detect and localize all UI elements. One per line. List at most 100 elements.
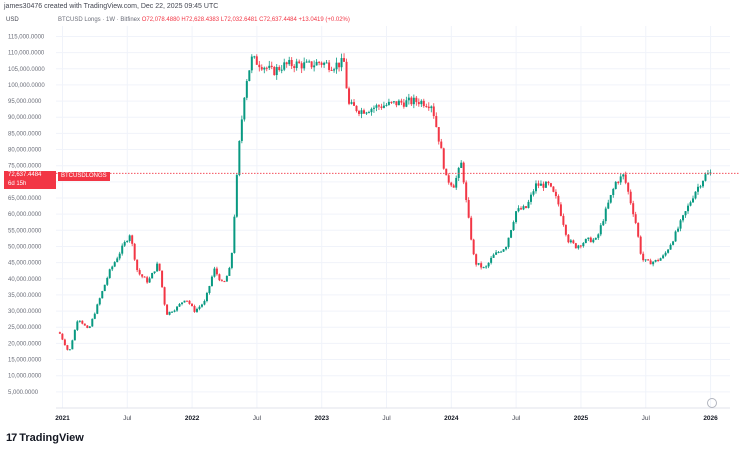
- candle-body: [156, 263, 159, 272]
- candle-body: [564, 224, 567, 235]
- y-tick-label: 10,000.0000: [8, 374, 42, 380]
- candle-body: [552, 186, 555, 192]
- candle-body: [320, 62, 323, 65]
- candle-body: [485, 266, 488, 268]
- y-tick-label: 90,000.0000: [8, 115, 42, 121]
- candle-body: [440, 141, 443, 149]
- candle-body: [430, 106, 433, 109]
- candle-body: [402, 102, 405, 107]
- candle-body: [472, 239, 475, 255]
- y-tick-label: 45,000.0000: [8, 261, 42, 267]
- candle-body: [76, 321, 79, 330]
- x-tick-label: 2021: [55, 415, 70, 422]
- candle-body: [338, 62, 341, 68]
- candle-body: [143, 276, 146, 278]
- candle-body: [243, 97, 246, 120]
- candle-body: [116, 258, 119, 263]
- candle-body: [617, 181, 620, 183]
- ticker-tag: BTCUSDLONGS: [58, 172, 110, 181]
- x-tick-label: Jul: [512, 415, 521, 422]
- candle-body: [387, 101, 390, 105]
- x-tick-label: Jul: [253, 415, 262, 422]
- candle-body: [71, 340, 74, 350]
- candle-body: [93, 313, 96, 319]
- us-flag-icon: [707, 398, 717, 408]
- candle-body: [245, 81, 248, 98]
- candle-body: [362, 110, 365, 114]
- candle-body: [397, 100, 400, 106]
- candle-body: [520, 208, 523, 210]
- candle-body: [66, 345, 69, 350]
- candle-body: [644, 259, 647, 261]
- y-tick-label: 75,000.0000: [8, 164, 42, 170]
- candle-body: [151, 273, 154, 279]
- y-tick-label: 105,000.0000: [8, 67, 45, 73]
- candle-body: [367, 112, 370, 114]
- tradingview-logo: 17 TradingView: [6, 432, 84, 444]
- candle-body: [83, 323, 86, 326]
- candle-body: [639, 236, 642, 254]
- candle-body: [492, 254, 495, 258]
- candle-body: [622, 174, 625, 177]
- candle-body: [101, 291, 104, 299]
- candle-body: [410, 97, 413, 105]
- candle-body: [113, 262, 116, 267]
- candle-body: [265, 67, 268, 69]
- candle-body: [510, 230, 513, 238]
- candle-body: [340, 58, 343, 68]
- candle-body: [86, 325, 89, 328]
- candle-body: [138, 270, 141, 275]
- candle-body: [537, 183, 540, 186]
- logo-text: TradingView: [19, 432, 84, 444]
- candle-body: [250, 56, 253, 71]
- candle-body: [323, 62, 326, 65]
- candle-body: [679, 220, 682, 229]
- candle-body: [158, 263, 161, 271]
- x-tick-label: 2024: [444, 415, 459, 422]
- candle-body: [477, 263, 480, 265]
- candle-body: [126, 240, 129, 243]
- candle-body: [557, 196, 560, 205]
- candle-body: [325, 62, 328, 64]
- chart-legend: BTCUSD Longs · 1W · Bitfinex O72,078.488…: [58, 17, 350, 23]
- candle-body: [597, 234, 600, 238]
- candle-body: [549, 183, 552, 187]
- candle-body: [188, 300, 191, 304]
- x-tick-label: Jul: [642, 415, 651, 422]
- candle-body: [569, 240, 572, 243]
- candle-body: [652, 261, 655, 265]
- candle-body: [78, 320, 81, 322]
- candle-body: [599, 225, 602, 235]
- candle-body: [335, 62, 338, 70]
- candle-body: [98, 298, 101, 305]
- candle-body: [61, 333, 64, 340]
- candle-body: [106, 277, 109, 285]
- candle-body: [684, 211, 687, 216]
- y-tick-label: 40,000.0000: [8, 277, 42, 283]
- candle-body: [482, 267, 485, 269]
- candle-body: [452, 185, 455, 188]
- candle-body: [507, 237, 510, 248]
- candle-body: [133, 243, 136, 260]
- candle-body: [270, 65, 273, 68]
- candle-body: [63, 339, 66, 346]
- candle-body: [395, 101, 398, 106]
- price-tag-time: 6d 15h: [8, 181, 27, 187]
- candle-body: [73, 329, 76, 341]
- candle-body: [487, 262, 490, 267]
- candle-body: [345, 61, 348, 89]
- candle-body: [427, 106, 430, 109]
- candle-body: [612, 188, 615, 196]
- candle-body: [649, 260, 652, 265]
- candle-body: [285, 62, 288, 65]
- candle-body: [415, 97, 418, 103]
- y-tick-label: 25,000.0000: [8, 325, 42, 331]
- candle-body: [420, 100, 423, 105]
- candle-body: [280, 69, 283, 71]
- symbol-line[interactable]: BTCUSD Longs · 1W · Bitfinex: [58, 17, 141, 23]
- candle-body: [166, 304, 169, 315]
- candle-body: [123, 242, 126, 246]
- currency-label: USD: [6, 17, 19, 23]
- candle-body: [275, 67, 278, 76]
